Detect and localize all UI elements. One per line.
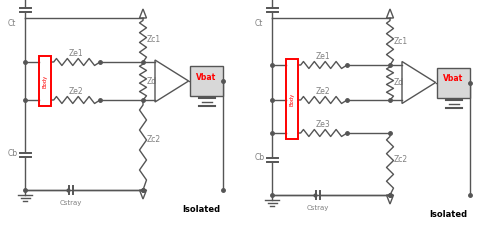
Text: Zc2: Zc2	[394, 154, 408, 164]
Text: Cstray: Cstray	[306, 205, 329, 211]
Text: Zd: Zd	[147, 76, 157, 86]
Text: Ct: Ct	[8, 19, 16, 28]
Text: Ze3: Ze3	[315, 120, 330, 129]
Text: Zc2: Zc2	[147, 136, 161, 144]
Text: Body: Body	[42, 74, 47, 88]
Text: Cb: Cb	[8, 148, 18, 158]
Bar	[39, 56, 51, 106]
Text: Body: Body	[289, 92, 294, 106]
Text: Isolated: Isolated	[429, 210, 468, 219]
Bar	[286, 59, 298, 139]
Text: Vbat: Vbat	[443, 74, 464, 83]
Text: Ze1: Ze1	[68, 49, 83, 58]
Text: Ze2: Ze2	[315, 87, 330, 96]
Text: Zc1: Zc1	[147, 35, 161, 45]
Text: Zd: Zd	[394, 78, 404, 87]
Text: Ct: Ct	[255, 19, 263, 28]
Text: Cstray: Cstray	[59, 200, 82, 206]
Bar	[190, 66, 223, 96]
Text: Vbat: Vbat	[196, 72, 217, 82]
Text: Ze1: Ze1	[315, 52, 330, 61]
Text: Ze2: Ze2	[68, 87, 83, 96]
Bar	[437, 68, 470, 97]
Text: Zc1: Zc1	[394, 37, 408, 46]
Text: Cb: Cb	[255, 154, 265, 162]
Text: Isolated: Isolated	[182, 205, 221, 214]
